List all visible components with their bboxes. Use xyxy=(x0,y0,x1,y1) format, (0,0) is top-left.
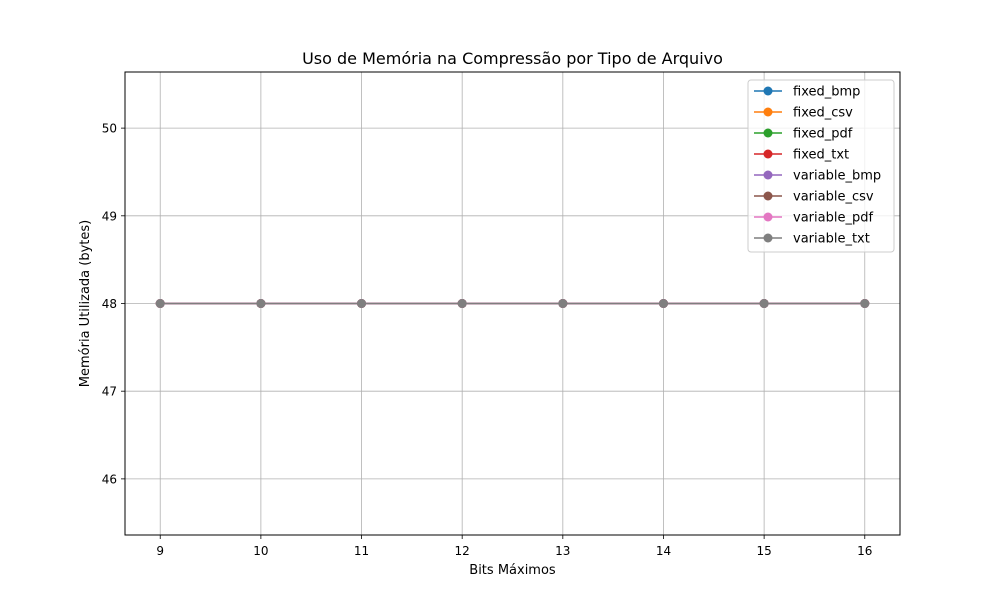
y-tick-label: 47 xyxy=(102,385,117,399)
data-point xyxy=(558,299,568,308)
data-point xyxy=(155,299,165,308)
legend-label: fixed_txt xyxy=(793,148,849,163)
legend-marker xyxy=(763,170,773,180)
y-axis: 46 47 48 49 50 xyxy=(102,122,125,486)
legend-label: fixed_pdf xyxy=(793,127,853,142)
data-point xyxy=(457,299,467,308)
legend-label: variable_bmp xyxy=(793,169,881,184)
x-axis-title: Bits Máximos xyxy=(469,563,556,578)
legend-item: fixed_txt xyxy=(754,148,849,163)
x-tick-label: 16 xyxy=(857,544,872,558)
legend-marker xyxy=(763,107,773,117)
data-point xyxy=(860,299,870,308)
series-group xyxy=(155,299,870,308)
legend-marker xyxy=(763,128,773,138)
legend-item: variable_csv xyxy=(754,190,874,205)
x-axis: 9 10 11 12 13 14 15 16 xyxy=(156,535,872,558)
legend-marker xyxy=(763,212,773,222)
y-axis-title: Memória Utilizada (bytes) xyxy=(78,220,93,387)
legend-item: variable_txt xyxy=(754,232,870,247)
legend-label: variable_pdf xyxy=(793,211,873,226)
data-point xyxy=(658,299,668,308)
x-tick-label: 13 xyxy=(555,544,570,558)
legend-marker xyxy=(763,149,773,159)
data-point xyxy=(256,299,266,308)
chart-title: Uso de Memória na Compressão por Tipo de… xyxy=(302,49,723,68)
legend-item: fixed_csv xyxy=(754,106,853,121)
legend-label: variable_txt xyxy=(793,232,870,247)
x-tick-label: 9 xyxy=(156,544,164,558)
series-variable_txt xyxy=(155,299,870,308)
legend: fixed_bmp fixed_csv fixed_pdf fixed_txtvari… xyxy=(747,79,895,253)
legend-item: variable_bmp xyxy=(754,169,881,184)
x-tick-label: 10 xyxy=(253,544,268,558)
legend-item: fixed_bmp xyxy=(754,85,860,100)
legend-item: variable_pdf xyxy=(754,211,873,226)
legend-label: fixed_bmp xyxy=(793,85,860,100)
legend-item: fixed_pdf xyxy=(754,127,853,142)
legend-box xyxy=(747,79,895,253)
legend-label: variable_csv xyxy=(793,190,874,205)
x-tick-label: 14 xyxy=(656,544,671,558)
legend-marker xyxy=(763,86,773,96)
legend-label: fixed_csv xyxy=(793,106,853,121)
x-tick-label: 12 xyxy=(455,544,470,558)
y-tick-label: 46 xyxy=(102,472,117,486)
legend-marker xyxy=(763,233,773,243)
x-tick-label: 15 xyxy=(756,544,771,558)
y-tick-label: 50 xyxy=(102,122,117,136)
legend-marker xyxy=(763,191,773,201)
y-tick-label: 49 xyxy=(102,209,117,223)
data-point xyxy=(759,299,769,308)
y-tick-label: 48 xyxy=(102,297,117,311)
data-point xyxy=(357,299,367,308)
x-tick-label: 11 xyxy=(354,544,369,558)
